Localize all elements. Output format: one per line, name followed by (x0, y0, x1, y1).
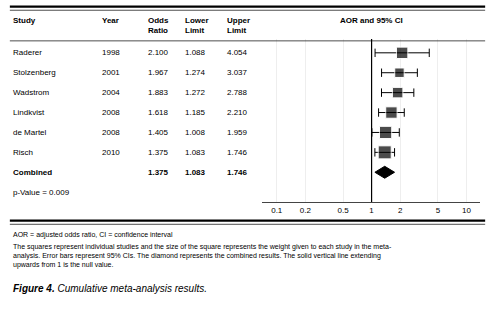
svg-text:2001: 2001 (102, 68, 120, 77)
svg-text:2008: 2008 (102, 108, 120, 117)
svg-text:2008: 2008 (102, 128, 120, 137)
svg-text:5: 5 (436, 206, 441, 215)
svg-text:Wadstrom: Wadstrom (13, 88, 49, 97)
svg-text:1.274: 1.274 (185, 68, 206, 77)
svg-text:1.746: 1.746 (227, 168, 248, 177)
svg-text:1: 1 (369, 206, 374, 215)
svg-text:1.008: 1.008 (185, 128, 206, 137)
svg-text:2.210: 2.210 (227, 108, 248, 117)
svg-text:0.1: 0.1 (271, 206, 283, 215)
svg-text:The squares represent individu: The squares represent individual studies… (13, 243, 392, 269)
svg-text:Study: Study (13, 16, 36, 25)
svg-text:2004: 2004 (102, 88, 120, 97)
svg-text:1.959: 1.959 (227, 128, 248, 137)
svg-text:2.788: 2.788 (227, 88, 248, 97)
svg-text:1.083: 1.083 (185, 168, 206, 177)
svg-text:2010: 2010 (102, 148, 120, 157)
svg-text:0.2: 0.2 (300, 206, 312, 215)
svg-text:1.375: 1.375 (148, 148, 169, 157)
svg-text:1.405: 1.405 (148, 128, 169, 137)
svg-text:p-Value = 0.009: p-Value = 0.009 (13, 188, 70, 197)
svg-text:1.967: 1.967 (148, 68, 169, 77)
svg-text:Stolzenberg: Stolzenberg (13, 68, 56, 77)
svg-text:Risch: Risch (13, 148, 33, 157)
svg-text:OddsRatio: OddsRatio (148, 16, 169, 35)
svg-text:2.100: 2.100 (148, 48, 169, 57)
svg-text:AOR = adjusted odds ratio, CI: AOR = adjusted odds ratio, CI = confiden… (13, 231, 173, 239)
svg-text:1998: 1998 (102, 48, 120, 57)
svg-text:de Martel: de Martel (13, 128, 47, 137)
svg-text:Figure 4. Cumulative meta-anal: Figure 4. Cumulative meta-analysis resul… (13, 283, 207, 294)
svg-text:AOR and 95% CI: AOR and 95% CI (340, 16, 403, 25)
svg-text:LowerLimit: LowerLimit (185, 16, 209, 35)
svg-text:4.054: 4.054 (227, 48, 248, 57)
svg-text:1.618: 1.618 (148, 108, 169, 117)
svg-text:1.883: 1.883 (148, 88, 169, 97)
svg-text:3.037: 3.037 (227, 68, 248, 77)
svg-text:UpperLimit: UpperLimit (227, 16, 250, 35)
svg-text:1.088: 1.088 (185, 48, 206, 57)
svg-text:Combined: Combined (13, 168, 52, 177)
svg-text:1.272: 1.272 (185, 88, 206, 97)
svg-text:Raderer: Raderer (13, 48, 42, 57)
svg-text:10: 10 (462, 206, 471, 215)
svg-text:0.5: 0.5 (337, 206, 349, 215)
svg-text:1.375: 1.375 (148, 168, 169, 177)
svg-text:1.083: 1.083 (185, 148, 206, 157)
svg-text:2: 2 (398, 206, 403, 215)
svg-text:Year: Year (102, 16, 119, 25)
svg-text:Lindkvist: Lindkvist (13, 108, 45, 117)
svg-text:1.185: 1.185 (185, 108, 206, 117)
svg-text:1.746: 1.746 (227, 148, 248, 157)
